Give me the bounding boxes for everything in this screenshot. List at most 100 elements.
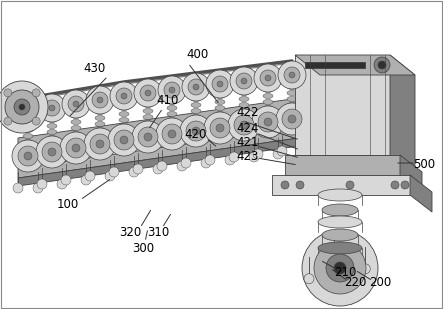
Circle shape [228, 109, 260, 141]
Circle shape [86, 86, 114, 114]
Text: 100: 100 [57, 198, 79, 211]
Ellipse shape [143, 121, 153, 125]
Text: 400: 400 [187, 49, 209, 61]
Circle shape [156, 118, 188, 150]
Circle shape [60, 132, 92, 164]
Ellipse shape [318, 189, 362, 201]
Circle shape [44, 100, 60, 116]
Ellipse shape [71, 120, 81, 125]
Circle shape [33, 183, 43, 193]
Circle shape [314, 242, 366, 294]
Circle shape [24, 152, 32, 160]
Circle shape [278, 61, 306, 89]
Text: 424: 424 [237, 121, 259, 134]
Ellipse shape [191, 103, 201, 108]
Ellipse shape [71, 113, 81, 118]
Ellipse shape [191, 96, 201, 101]
Circle shape [114, 130, 134, 150]
Circle shape [252, 106, 284, 138]
Ellipse shape [119, 117, 129, 122]
Ellipse shape [239, 108, 249, 113]
Ellipse shape [215, 94, 225, 99]
Circle shape [216, 124, 224, 132]
Circle shape [277, 146, 287, 156]
Ellipse shape [143, 108, 153, 113]
Circle shape [12, 140, 44, 172]
Circle shape [401, 181, 409, 189]
Circle shape [282, 109, 302, 129]
Circle shape [264, 118, 272, 126]
Circle shape [254, 64, 282, 92]
Circle shape [253, 149, 263, 159]
Polygon shape [295, 55, 415, 75]
Circle shape [334, 262, 346, 274]
Circle shape [241, 78, 247, 84]
Text: 430: 430 [84, 61, 106, 74]
Circle shape [158, 76, 186, 104]
Ellipse shape [119, 124, 129, 129]
Ellipse shape [215, 112, 225, 116]
Circle shape [19, 104, 25, 110]
Polygon shape [410, 175, 432, 212]
Circle shape [132, 121, 164, 153]
Circle shape [32, 89, 40, 97]
Text: 320: 320 [119, 226, 141, 239]
Circle shape [97, 97, 103, 103]
Circle shape [42, 142, 62, 162]
Circle shape [84, 128, 116, 160]
Circle shape [304, 274, 314, 284]
Ellipse shape [95, 128, 105, 133]
Text: 210: 210 [334, 265, 356, 278]
Circle shape [73, 101, 79, 107]
Ellipse shape [167, 105, 177, 111]
Circle shape [297, 146, 307, 156]
Circle shape [109, 167, 119, 177]
Text: 420: 420 [185, 129, 207, 142]
Circle shape [110, 82, 138, 110]
Circle shape [234, 115, 254, 135]
Ellipse shape [287, 103, 297, 108]
Text: 500: 500 [413, 159, 435, 171]
Polygon shape [18, 130, 355, 186]
Circle shape [205, 155, 215, 165]
Circle shape [162, 124, 182, 144]
Ellipse shape [167, 117, 177, 122]
Circle shape [346, 181, 354, 189]
Polygon shape [295, 55, 390, 155]
Circle shape [4, 89, 12, 97]
Circle shape [92, 92, 108, 108]
Circle shape [32, 117, 40, 125]
Polygon shape [272, 175, 410, 195]
Circle shape [182, 73, 210, 101]
Circle shape [186, 121, 206, 141]
Ellipse shape [95, 116, 105, 121]
Circle shape [281, 181, 289, 189]
Circle shape [177, 161, 187, 171]
Ellipse shape [71, 125, 81, 130]
Circle shape [81, 175, 91, 185]
Circle shape [326, 254, 354, 282]
Text: 422: 422 [237, 107, 259, 120]
Circle shape [108, 124, 140, 156]
Ellipse shape [167, 112, 177, 116]
Polygon shape [18, 100, 355, 156]
Circle shape [138, 127, 158, 147]
Ellipse shape [95, 109, 105, 115]
Circle shape [180, 115, 212, 147]
Circle shape [192, 127, 200, 135]
Circle shape [0, 81, 48, 133]
Circle shape [230, 67, 258, 95]
Circle shape [120, 136, 128, 144]
Circle shape [144, 133, 152, 141]
Circle shape [204, 112, 236, 144]
Circle shape [225, 155, 235, 165]
Circle shape [168, 130, 176, 138]
Text: 421: 421 [237, 136, 259, 149]
Circle shape [121, 93, 127, 99]
Polygon shape [400, 155, 422, 192]
Circle shape [249, 152, 259, 162]
Polygon shape [18, 90, 355, 148]
Circle shape [116, 88, 132, 104]
Ellipse shape [143, 103, 153, 108]
Ellipse shape [23, 128, 33, 133]
